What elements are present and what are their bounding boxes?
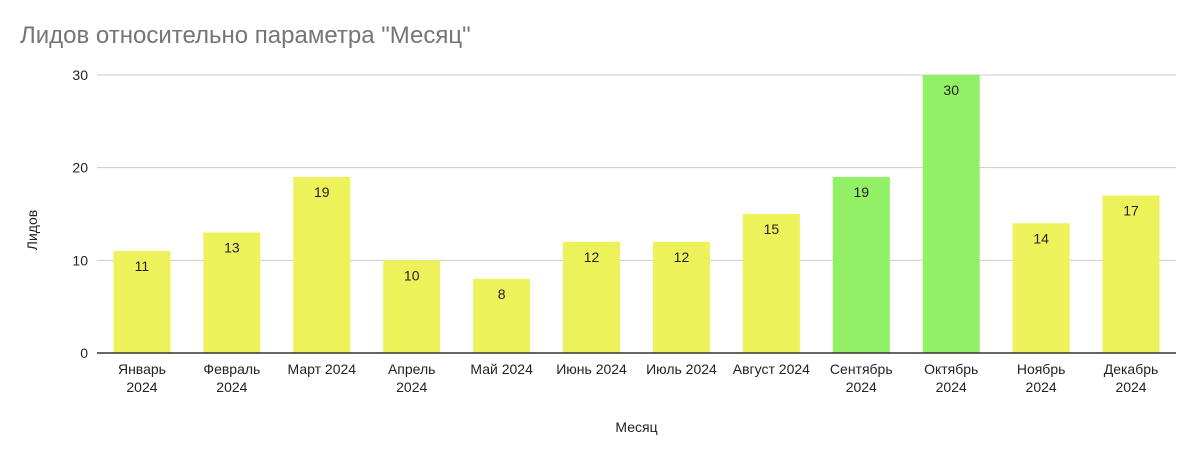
x-tick-label: Октябрь 2024: [924, 361, 978, 395]
x-tick-label: Апрель 2024: [388, 361, 436, 395]
x-tick-label-line: Май 2024: [470, 361, 533, 377]
x-tick-label-line: Сентябрь: [830, 361, 893, 377]
x-tick-label-line: 2024: [1115, 379, 1146, 395]
y-tick-label: 20: [72, 160, 88, 176]
x-tick-label-line: 2024: [126, 379, 157, 395]
bar-value-label: 13: [224, 240, 240, 256]
x-tick-label-line: Апрель: [388, 361, 436, 377]
x-tick-label: Август 2024: [733, 361, 810, 377]
bar: [1102, 195, 1160, 353]
bar-value-label: 11: [135, 258, 150, 274]
bar: [563, 241, 621, 353]
x-tick-label-line: Декабрь: [1104, 361, 1159, 377]
x-tick-label: Февраль 2024: [203, 361, 260, 395]
bar-value-label: 12: [674, 249, 690, 265]
x-tick-label: Май 2024: [470, 361, 533, 377]
x-tick-label-line: 2024: [1026, 379, 1057, 395]
bar-value-label: 10: [404, 267, 420, 283]
bar-value-label: 8: [498, 286, 506, 302]
bar: [652, 241, 710, 353]
x-tick-label-line: Июль 2024: [646, 361, 717, 377]
bar-value-label: 30: [943, 82, 959, 98]
x-tick-label: Март 2024: [288, 361, 357, 377]
x-tick-label: Сентябрь 2024: [830, 361, 893, 395]
y-axis-title: Лидов: [24, 210, 40, 250]
bar: [1012, 223, 1070, 353]
x-tick-label-line: Август 2024: [733, 361, 810, 377]
x-tick-label-line: 2024: [846, 379, 877, 395]
x-tick-label-line: Октябрь: [924, 361, 978, 377]
x-tick-label: Июль 2024: [646, 361, 717, 377]
x-tick-label-line: Июнь 2024: [556, 361, 627, 377]
bar-value-label: 19: [314, 184, 330, 200]
bar: [922, 75, 980, 353]
y-tick-label: 10: [72, 252, 88, 268]
x-tick-label-line: Ноябрь: [1017, 361, 1066, 377]
bar: [832, 176, 890, 353]
bar: [383, 260, 441, 353]
bar: [203, 232, 261, 353]
x-tick-label: Январь 2024: [118, 361, 166, 395]
x-tick-label: Ноябрь 2024: [1017, 361, 1066, 395]
x-tick-label: Декабрь 2024: [1104, 361, 1159, 395]
bar: [473, 278, 531, 353]
x-tick-label-line: Февраль: [203, 361, 260, 377]
x-axis-title: Месяц: [615, 419, 657, 435]
bar-value-label: 19: [854, 184, 870, 200]
bar-value-label: 12: [584, 249, 600, 265]
bar-value-label: 14: [1033, 230, 1049, 246]
bar: [742, 214, 800, 353]
x-tick-label-line: Март 2024: [288, 361, 357, 377]
chart-title: Лидов относительно параметра "Месяц": [20, 22, 471, 49]
y-tick-label: 0: [80, 345, 88, 361]
bar: [113, 251, 171, 353]
y-tick-label: 30: [72, 67, 88, 83]
x-tick-label-line: 2024: [936, 379, 967, 395]
bar: [293, 176, 351, 353]
bar-value-label: 17: [1123, 202, 1139, 218]
x-tick-label-line: 2024: [396, 379, 427, 395]
x-tick-label-line: Январь: [118, 361, 166, 377]
x-tick-label: Июнь 2024: [556, 361, 627, 377]
x-tick-label-line: 2024: [216, 379, 247, 395]
bar-value-label: 15: [764, 221, 780, 237]
